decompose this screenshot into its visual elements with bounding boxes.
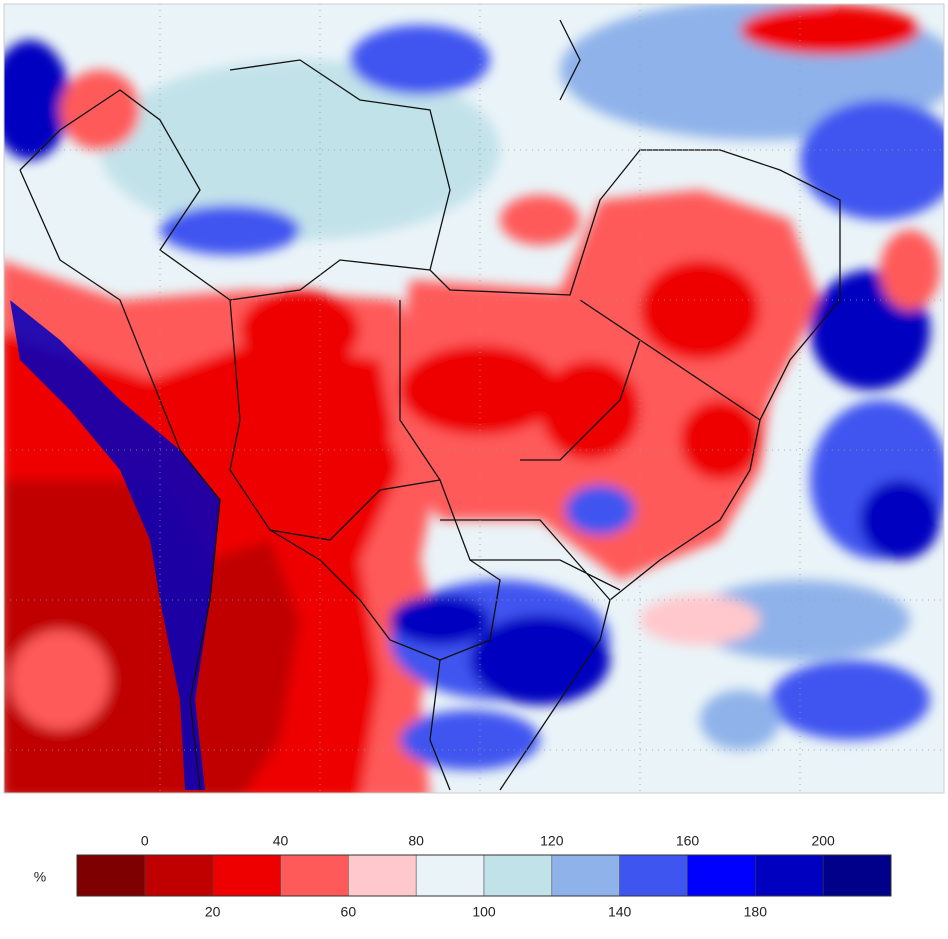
colorbar-tick-label: 60	[341, 904, 357, 920]
colorbar-swatch	[348, 854, 417, 897]
colorbar-swatch	[619, 854, 688, 897]
colorbar-tick-label: 100	[472, 904, 496, 920]
colorbar-tick-label: 180	[744, 904, 768, 920]
colorbar-tick-label: 40	[273, 833, 289, 849]
colorbar-swatch	[822, 854, 892, 897]
colorbar-tick-label: 160	[676, 833, 700, 849]
colorbar-swatch	[212, 854, 281, 897]
colorbar-swatch	[551, 854, 620, 897]
colorbar-tick-label: 120	[540, 833, 564, 849]
colorbar-tick-label: 0	[141, 833, 149, 849]
colorbar-swatch	[755, 854, 824, 897]
colorbar-swatch	[415, 854, 485, 897]
colorbar: 0 20 40 60 80 100 120 140 160 180 200	[76, 833, 892, 920]
colorbar-tick-label: 20	[205, 904, 221, 920]
colorbar-frame	[76, 854, 892, 897]
colorbar-swatch	[483, 854, 553, 897]
map-frame	[3, 3, 945, 794]
colorbar-tick-label: 80	[408, 833, 424, 849]
legend-unit: %	[34, 869, 46, 885]
colorbar-swatch	[280, 854, 349, 897]
colorbar-swatch	[687, 854, 756, 897]
map-field	[4, 4, 944, 793]
colorbar-tick-label: 140	[608, 904, 632, 920]
colorbar-swatch	[144, 854, 213, 897]
colorbar-swatch	[76, 854, 146, 897]
colorbar-tick-label: 200	[811, 833, 835, 849]
